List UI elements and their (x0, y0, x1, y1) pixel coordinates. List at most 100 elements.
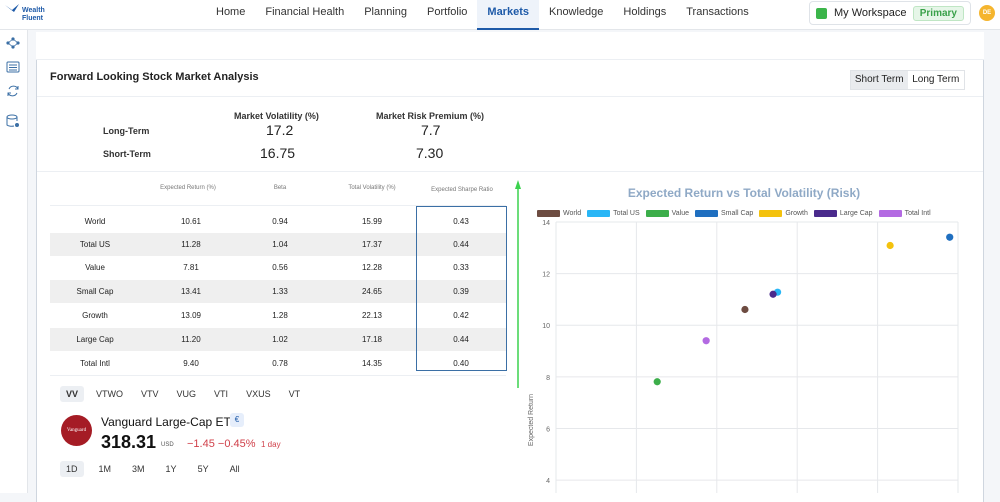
row-beta: 0.78 (272, 359, 288, 368)
legend-item[interactable]: Growth (759, 210, 808, 217)
range-tab-5y[interactable]: 5Y (197, 464, 209, 474)
th-beta: Beta (273, 185, 287, 191)
database-settings-icon[interactable] (6, 114, 20, 128)
row-beta: 1.02 (272, 335, 288, 344)
card-header-strip (36, 32, 984, 60)
row-total-volatility: 22.13 (361, 311, 383, 320)
ticker-tabs: VV VTWO VTV VUG VTI VXUS VT (60, 386, 312, 402)
nav-financial-health[interactable]: Financial Health (265, 6, 345, 18)
ticker-tab-vt[interactable]: VT (288, 389, 301, 399)
data-point[interactable] (886, 241, 894, 250)
currency-badge-icon: € (230, 413, 244, 427)
row-sharpe: 0.44 (453, 335, 469, 344)
workspace-badge: Primary (912, 6, 964, 21)
sharpe-highlight-box (416, 206, 507, 371)
row-expected-return: 11.28 (181, 240, 201, 249)
legend-label: Growth (785, 210, 808, 217)
row-expected-return: 7.81 (183, 263, 199, 272)
row-name: Small Cap (76, 287, 114, 296)
ticker-tab-vti[interactable]: VTI (214, 389, 229, 399)
ticker-tab-vv[interactable]: VV (60, 386, 85, 402)
row-expected-return: 13.09 (180, 311, 202, 320)
logo-icon (5, 4, 19, 12)
ticker-tab-vug[interactable]: VUG (176, 389, 197, 399)
main-nav: Home Financial Health Planning Portfolio… (206, 0, 759, 30)
nav-home[interactable]: Home (216, 6, 246, 18)
table-row: World 10.61 0.94 15.99 0.43 (50, 210, 506, 233)
legend-item[interactable]: Large Cap (813, 210, 873, 217)
row-total-volatility: 15.99 (361, 217, 383, 226)
long-term-premium: 7.7 (421, 122, 441, 138)
short-term-button[interactable]: Short Term (851, 71, 908, 89)
wealth-fluent-logo[interactable]: Wealth Fluent (4, 3, 50, 27)
short-term-label: Short-Term (103, 149, 151, 159)
workspace-icon (816, 7, 827, 19)
legend-item[interactable]: World (537, 210, 581, 217)
row-sharpe: 0.40 (453, 359, 469, 368)
legend-item[interactable]: Total Intl (878, 210, 931, 217)
row-expected-return: 11.20 (181, 335, 201, 344)
sidebar (0, 30, 28, 493)
range-tab-1m[interactable]: 1M (98, 464, 112, 474)
row-name: Growth (82, 311, 108, 320)
nav-portfolio[interactable]: Portfolio (427, 6, 468, 18)
legend-item[interactable]: Small Cap (695, 210, 753, 217)
chart-title: Expected Return vs Total Volatility (Ris… (627, 186, 861, 200)
network-icon[interactable] (6, 36, 20, 50)
price-change-period: 1 day (261, 440, 281, 449)
row-sharpe: 0.43 (453, 217, 469, 226)
table-row: Growth 13.09 1.28 22.13 0.42 (50, 304, 506, 327)
legend-item[interactable]: Value (645, 210, 690, 217)
workspace-selector[interactable]: My Workspace Primary (809, 1, 971, 25)
price-currency: USD (161, 442, 174, 448)
nav-markets[interactable]: Markets (477, 0, 539, 30)
nav-knowledge[interactable]: Knowledge (548, 6, 604, 18)
data-point[interactable] (702, 337, 710, 345)
top-bar: Wealth Fluent Home Financial Health Plan… (0, 0, 1000, 30)
row-beta: 0.94 (272, 217, 288, 226)
range-tab-3m[interactable]: 3M (132, 464, 145, 474)
short-term-premium: 7.30 (416, 145, 444, 161)
analysis-card (36, 32, 984, 502)
scatter-chart: 4 6 8 10 12 14 Expected Return (528, 220, 959, 493)
legend-label: Small Cap (721, 210, 754, 217)
nav-holdings[interactable]: Holdings (623, 6, 667, 18)
legend-label: Total US (613, 210, 640, 217)
range-tab-1y[interactable]: 1Y (165, 464, 177, 474)
legend-label: Total Intl (904, 210, 931, 217)
y-tick-label: 12 (542, 272, 550, 279)
data-point[interactable] (946, 233, 954, 241)
table-header-divider (50, 205, 506, 206)
avatar[interactable]: DE (979, 5, 995, 21)
market-risk-premium-header: Market Risk Premium (%) (376, 111, 485, 121)
row-sharpe: 0.39 (453, 287, 469, 296)
range-tab-all[interactable]: All (229, 464, 240, 474)
long-term-button[interactable]: Long Term (912, 74, 960, 85)
list-icon[interactable] (6, 60, 20, 74)
ticker-tab-vtv[interactable]: VTV (141, 389, 159, 399)
th-total-volatility: Total Volatility (%) (348, 185, 396, 191)
etf-name: Vanguard Large-Cap ETF (101, 415, 239, 429)
data-point[interactable] (769, 290, 777, 298)
table-row: Large Cap 11.20 1.02 17.18 0.44 (50, 328, 506, 351)
nav-transactions[interactable]: Transactions (686, 6, 749, 18)
legend-label: Value (671, 210, 690, 217)
ticker-tab-vxus[interactable]: VXUS (246, 389, 271, 399)
long-term-volatility: 17.2 (266, 122, 294, 138)
data-point[interactable] (653, 378, 661, 386)
y-tick-label: 6 (546, 426, 550, 433)
logo-line-2: Fluent (22, 15, 43, 22)
row-name: Total US (79, 240, 111, 249)
y-tick-label: 8 (546, 375, 550, 382)
data-point[interactable] (741, 305, 749, 314)
legend-item[interactable]: Total US (587, 210, 640, 217)
refresh-icon[interactable] (6, 84, 20, 98)
ticker-tab-vtwo[interactable]: VTWO (96, 389, 124, 399)
row-sharpe: 0.44 (453, 240, 469, 249)
range-tab-1d[interactable]: 1D (60, 461, 84, 477)
header-divider (37, 96, 983, 97)
nav-planning[interactable]: Planning (364, 6, 408, 18)
logo-line-1: Wealth (22, 7, 45, 14)
short-term-volatility: 16.75 (260, 145, 296, 161)
range-tabs: 1D 1M 3M 1Y 5Y All (60, 461, 255, 477)
